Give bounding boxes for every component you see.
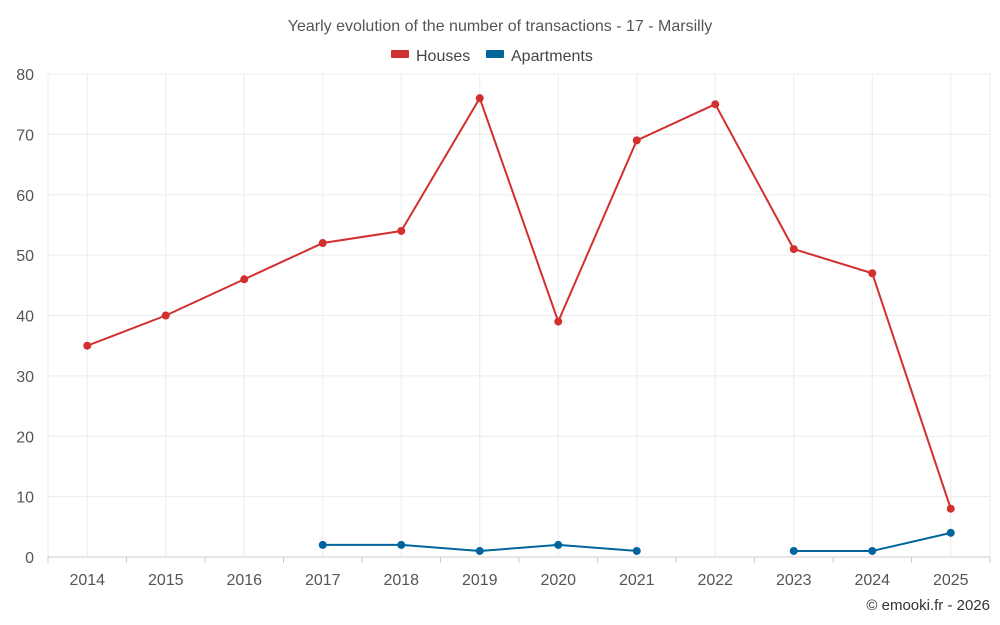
data-point-houses[interactable] [83,341,92,350]
data-point-houses[interactable] [868,269,877,278]
data-point-houses[interactable] [318,239,327,248]
x-axis: 2014 2015 2016 2017 2018 2019 2020 2021 2022 2023… [47,556,991,589]
x-tick-label: 2025 [933,572,969,589]
data-point-houses[interactable] [397,226,406,235]
x-tick-label: 2017 [305,572,341,589]
y-tick-label: 80 [16,67,34,84]
data-point-apartments[interactable] [946,528,955,537]
y-tick-label: 50 [16,248,34,265]
y-axis: 0 10 20 30 40 50 60 70 80 [16,67,34,567]
x-tick-label: 2014 [69,572,105,589]
x-tick-label: 2018 [383,572,419,589]
x-tick-label: 2021 [619,572,655,589]
legend-label-houses: Houses [416,48,470,65]
gridlines [47,73,991,557]
y-tick-label: 10 [16,490,34,507]
legend-swatch-houses [391,50,409,58]
x-tick-label: 2015 [148,572,184,589]
x-tick-label: 2019 [462,572,498,589]
data-point-houses[interactable] [711,100,720,109]
data-point-houses[interactable] [161,311,170,320]
data-point-apartments[interactable] [868,546,877,555]
legend-item-houses[interactable]: Houses [391,48,470,65]
x-tick-label: 2023 [776,572,812,589]
y-tick-label: 70 [16,127,34,144]
credit-text: © emooki.fr - 2026 [866,597,990,614]
data-point-houses[interactable] [240,275,249,284]
x-tick-label: 2016 [226,572,262,589]
data-point-houses[interactable] [554,317,563,326]
data-point-houses[interactable] [789,245,798,254]
y-tick-label: 30 [16,369,34,386]
data-point-houses[interactable] [475,94,484,103]
data-point-apartments[interactable] [632,546,641,555]
chart-title: Yearly evolution of the number of transa… [288,18,713,35]
series-apartments [318,528,955,555]
y-tick-label: 40 [16,309,34,326]
data-point-apartments[interactable] [318,540,327,549]
data-point-apartments[interactable] [475,546,484,555]
legend-swatch-apartments [486,50,504,58]
legend-label-apartments: Apartments [511,48,593,65]
x-tick-label: 2020 [540,572,576,589]
x-tick-label: 2024 [854,572,890,589]
series-houses [83,94,955,513]
legend-item-apartments[interactable]: Apartments [486,48,593,65]
y-tick-label: 0 [25,550,34,567]
series-line-houses [86,97,952,510]
data-point-apartments[interactable] [789,546,798,555]
series [83,94,955,555]
data-point-houses[interactable] [946,504,955,513]
data-point-apartments[interactable] [397,540,406,549]
y-tick-label: 20 [16,429,34,446]
data-point-houses[interactable] [632,136,641,145]
legend: Houses Apartments [391,48,593,65]
x-tick-label: 2022 [697,572,733,589]
y-tick-label: 60 [16,188,34,205]
data-point-apartments[interactable] [554,540,563,549]
